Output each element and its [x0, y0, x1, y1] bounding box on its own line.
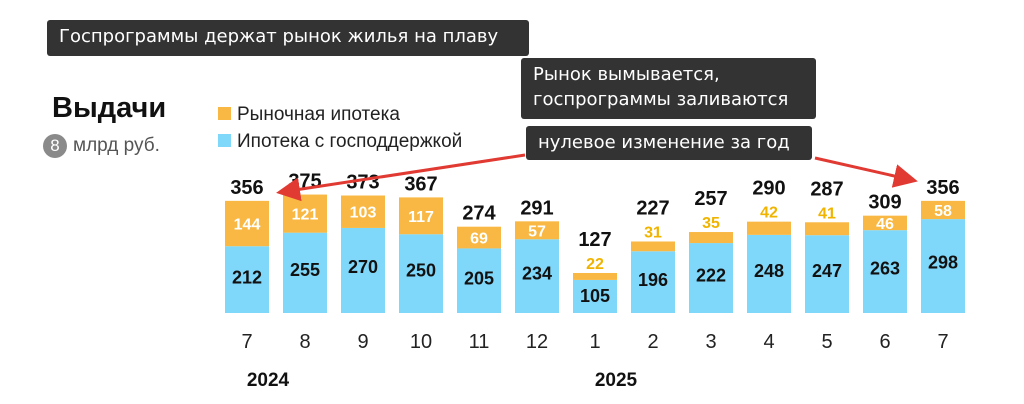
- bar-market: [225, 200, 269, 247]
- x-tick-label: 5: [821, 331, 832, 353]
- x-tick-label: 3: [705, 331, 716, 353]
- bar-market: [399, 197, 443, 235]
- unit-badge: 8: [43, 134, 67, 158]
- label-total: 227: [636, 197, 669, 219]
- label-total: 290: [752, 178, 785, 200]
- label-market: 35: [702, 215, 720, 232]
- bar-market: [457, 226, 501, 249]
- x-tick-label: 4: [763, 331, 774, 353]
- x-tick-label: 1: [589, 331, 600, 353]
- label-gov: 255: [290, 260, 320, 280]
- label-market: 121: [292, 207, 319, 224]
- bar-gov: [689, 243, 733, 313]
- bar-market: [921, 200, 965, 220]
- bar-market: [805, 222, 849, 236]
- legend-gov: Ипотека с господдержкой: [218, 131, 462, 153]
- x-tick-label: 10: [410, 331, 432, 353]
- bar-gov: [863, 230, 907, 313]
- annotation-zero-change: нулевое изменение за год: [526, 126, 812, 160]
- label-gov: 234: [522, 263, 552, 283]
- label-market: 58: [934, 203, 952, 220]
- bar-market: [515, 221, 559, 240]
- bar-gov: [283, 232, 327, 313]
- label-gov: 222: [696, 266, 726, 286]
- bar-market: [631, 241, 675, 252]
- label-market: 103: [350, 205, 377, 222]
- bar-gov: [573, 279, 617, 313]
- label-market: 144: [234, 217, 261, 234]
- bar-market: [747, 221, 791, 235]
- label-total: 287: [810, 178, 843, 200]
- chart-title: Выдачи: [52, 92, 167, 124]
- bar-gov: [747, 234, 791, 313]
- annotation-line-2: госпрограммы заливаются: [533, 89, 789, 110]
- legend-label-market: Рыночная ипотека: [237, 104, 400, 125]
- label-gov: 212: [232, 267, 262, 287]
- label-gov: 196: [638, 270, 668, 290]
- label-gov: 248: [754, 261, 784, 281]
- annotation-line-1: Рынок вымывается,: [533, 64, 720, 85]
- year-label: 2025: [595, 370, 638, 391]
- legend-swatch-market: [218, 107, 231, 120]
- bar-market: [341, 195, 385, 228]
- legend-label-gov: Ипотека с господдержкой: [237, 131, 463, 152]
- x-tick-label: 8: [299, 331, 310, 353]
- label-gov: 247: [812, 261, 842, 281]
- bar-market: [863, 215, 907, 231]
- label-market: 41: [818, 205, 836, 222]
- label-total: 356: [926, 177, 959, 199]
- label-market: 117: [408, 209, 434, 226]
- label-market: 69: [470, 231, 488, 248]
- unit-label: 8 млрд руб.: [43, 134, 160, 158]
- x-tick-label: 9: [357, 331, 368, 353]
- bar-gov: [631, 251, 675, 313]
- label-total: 127: [578, 229, 611, 251]
- label-total: 257: [694, 188, 727, 210]
- label-gov: 270: [348, 257, 378, 277]
- bar-market: [573, 272, 617, 280]
- bar-gov: [457, 248, 501, 313]
- x-tick-label: 6: [879, 331, 890, 353]
- x-tick-label: 7: [241, 331, 252, 353]
- title-banner: Госпрограммы держат рынок жилья на плаву: [47, 20, 529, 56]
- label-market: 42: [760, 205, 778, 222]
- label-gov: 263: [870, 258, 900, 278]
- label-total: 367: [404, 173, 437, 195]
- label-total: 291: [520, 197, 553, 219]
- unit-text: млрд руб.: [73, 135, 160, 156]
- x-tick-label: 11: [469, 331, 490, 353]
- x-tick-label: 2: [647, 331, 658, 353]
- label-gov: 205: [464, 268, 494, 288]
- arrow-right: [814, 156, 918, 188]
- bar-gov: [399, 234, 443, 313]
- bar-gov: [805, 235, 849, 313]
- year-label: 2024: [247, 370, 290, 391]
- bar-gov: [225, 246, 269, 313]
- label-market: 22: [586, 256, 604, 273]
- legend-swatch-gov: [218, 134, 231, 147]
- x-tick-label: 7: [937, 331, 948, 353]
- label-total: 356: [230, 177, 263, 199]
- bar-market: [689, 232, 733, 244]
- legend-market: Рыночная ипотека: [218, 104, 400, 126]
- annotation-market: Рынок вымывается, госпрограммы заливаютс…: [521, 58, 816, 119]
- label-market: 57: [528, 223, 546, 240]
- bar-gov: [515, 239, 559, 313]
- bar-gov: [341, 227, 385, 313]
- label-total: 274: [462, 203, 496, 225]
- arrow-left: [276, 153, 526, 202]
- label-market: 46: [876, 216, 894, 233]
- label-gov: 298: [928, 252, 958, 272]
- label-total: 309: [868, 192, 901, 214]
- label-gov: 250: [406, 261, 436, 281]
- label-market: 31: [644, 224, 662, 241]
- label-gov: 105: [580, 286, 610, 306]
- x-tick-label: 12: [526, 331, 548, 353]
- bar-gov: [921, 219, 965, 313]
